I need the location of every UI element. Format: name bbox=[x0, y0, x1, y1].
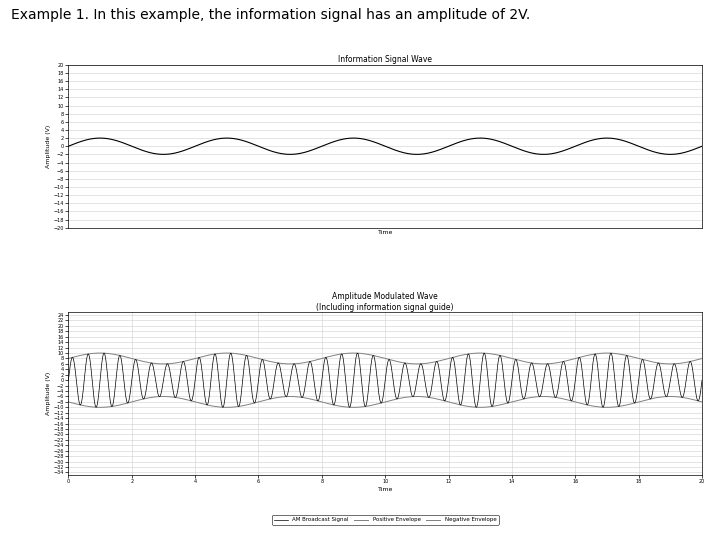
X-axis label: Time: Time bbox=[377, 231, 393, 235]
Positive Envelope bbox=[664, 361, 672, 367]
AM Broadcast Signal bbox=[665, 388, 673, 394]
AM Broadcast Signal bbox=[64, 377, 73, 383]
Positive Envelope bbox=[374, 353, 382, 360]
Negative Envelope bbox=[664, 393, 672, 400]
AM Broadcast Signal bbox=[102, 360, 111, 367]
Positive Envelope bbox=[90, 350, 99, 356]
Text: Example 1. In this example, the information signal has an amplitude of 2V.: Example 1. In this example, the informat… bbox=[11, 8, 530, 22]
Positive Envelope bbox=[102, 350, 111, 356]
Y-axis label: Amplitude (V): Amplitude (V) bbox=[46, 372, 51, 415]
Positive Envelope bbox=[64, 355, 73, 362]
Line: Positive Envelope: Positive Envelope bbox=[68, 353, 702, 364]
Positive Envelope bbox=[189, 356, 197, 362]
Negative Envelope bbox=[67, 400, 76, 406]
Negative Envelope bbox=[102, 404, 111, 410]
Negative Envelope bbox=[666, 393, 675, 400]
Title: Information Signal Wave: Information Signal Wave bbox=[338, 55, 432, 64]
Negative Envelope bbox=[64, 399, 73, 405]
AM Broadcast Signal bbox=[188, 395, 197, 401]
AM Broadcast Signal bbox=[226, 350, 235, 356]
Legend: AM Broadcast Signal, Positive Envelope, Negative Envelope: AM Broadcast Signal, Positive Envelope, … bbox=[271, 515, 499, 524]
Line: AM Broadcast Signal: AM Broadcast Signal bbox=[68, 353, 702, 407]
Negative Envelope bbox=[90, 404, 99, 410]
Positive Envelope bbox=[67, 354, 76, 361]
AM Broadcast Signal bbox=[698, 377, 706, 383]
Positive Envelope bbox=[698, 355, 706, 362]
X-axis label: Time: Time bbox=[377, 487, 393, 492]
Negative Envelope bbox=[374, 401, 382, 407]
Positive Envelope bbox=[666, 361, 675, 367]
Line: Negative Envelope: Negative Envelope bbox=[68, 396, 702, 407]
Negative Envelope bbox=[189, 398, 197, 404]
Title: Amplitude Modulated Wave
(Including information signal guide): Amplitude Modulated Wave (Including info… bbox=[317, 292, 454, 312]
Negative Envelope bbox=[698, 399, 706, 405]
AM Broadcast Signal bbox=[374, 386, 382, 392]
Positive Envelope bbox=[96, 350, 104, 356]
AM Broadcast Signal bbox=[67, 356, 76, 363]
AM Broadcast Signal bbox=[472, 404, 481, 410]
Negative Envelope bbox=[96, 404, 104, 410]
Y-axis label: Amplitude (V): Amplitude (V) bbox=[46, 125, 51, 168]
AM Broadcast Signal bbox=[90, 400, 99, 406]
